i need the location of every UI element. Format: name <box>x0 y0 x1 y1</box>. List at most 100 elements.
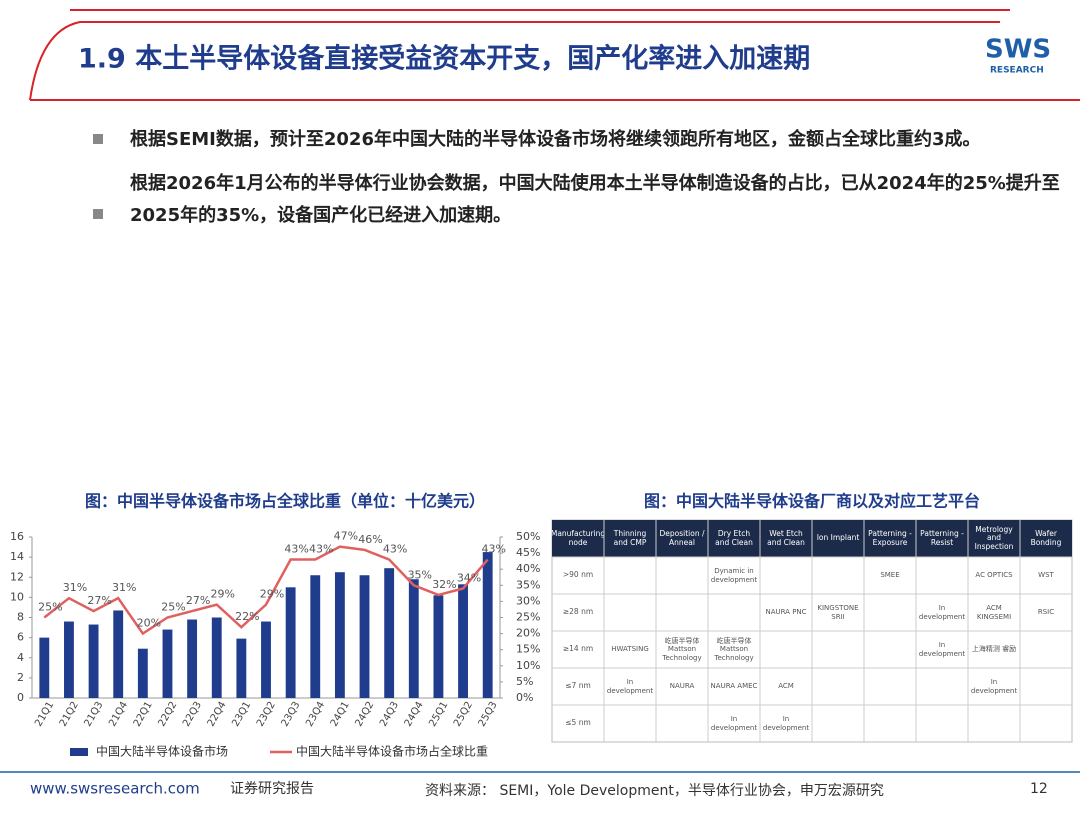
table-cell: In development <box>918 604 966 621</box>
logo: SWS <box>985 35 1051 65</box>
bar <box>187 619 198 698</box>
table-cell: SMEE <box>880 571 900 580</box>
cell-text: Ion Implant <box>816 533 860 543</box>
cell-text: KINGSTONE SRII <box>817 604 859 621</box>
table-cell: NAURA <box>669 682 695 691</box>
bar <box>310 575 321 698</box>
bullets: 根据SEMI数据，预计至2026年中国大陆的半导体设备市场将继续领跑所有地区，金… <box>130 129 1060 226</box>
cell-text: RSIC <box>1037 608 1055 617</box>
bar <box>39 637 50 698</box>
bullet: 根据2026年1月公布的半导体行业协会数据，中国大陆使用本土半导体制造设备的占比… <box>130 173 1060 226</box>
cell-text: ≥14 nm <box>562 644 594 654</box>
table-cell: In development <box>607 678 653 694</box>
logo-sub: RESEARCH <box>990 66 1044 76</box>
table-cell: ACM KINGSEMI <box>976 604 1012 621</box>
cell-text: NAURA <box>669 682 695 691</box>
table-cell: 上海精测 睿励 <box>971 645 1017 654</box>
cell-text: ACM KINGSEMI <box>976 604 1012 621</box>
table-cell: In development <box>918 641 966 658</box>
table-cell: Dry Etch and Clean <box>715 528 753 547</box>
cell-text: SMEE <box>880 571 900 580</box>
y2-tick-label: 15% <box>516 643 540 656</box>
y2-tick-label: 5% <box>516 675 533 688</box>
y-tick-label: 10 <box>10 590 24 603</box>
y2-tick-label: 25% <box>516 611 540 624</box>
cell-text: 屹唐半导体 Mattson Technology <box>662 637 702 662</box>
table-cell: Patterning - Resist <box>920 528 964 547</box>
table-cell: HWATSING <box>611 645 649 654</box>
table-cell: ACM <box>778 682 794 690</box>
cell-text: WST <box>1038 571 1054 580</box>
y2-tick-label: 50% <box>516 530 540 543</box>
footer-label: 证券研究报告 <box>230 781 314 797</box>
data-label: 31% <box>63 581 87 594</box>
data-label: 34% <box>457 572 481 585</box>
cell-text: Patterning - Resist <box>920 528 964 547</box>
cell-text: Patterning - Exposure <box>868 528 912 547</box>
y-tick-label: 2 <box>17 671 24 684</box>
table-cell: Wafer Bonding <box>1030 528 1062 547</box>
bullet: 根据SEMI数据，预计至2026年中国大陆的半导体设备市场将继续领跑所有地区，金… <box>130 129 981 150</box>
cell-text: Wet Etch and Clean <box>767 528 805 547</box>
table-cell: In development <box>710 715 758 732</box>
table-cell: WST <box>1038 571 1054 580</box>
bar <box>211 617 222 698</box>
bar <box>113 610 124 698</box>
bar <box>88 624 99 698</box>
y-tick-label: 8 <box>17 611 24 624</box>
bar <box>384 568 395 698</box>
data-label: 25% <box>161 601 185 614</box>
bar <box>137 648 148 698</box>
table-cell: Patterning - Exposure <box>868 528 912 547</box>
bar <box>482 552 493 698</box>
cell-text: Dry Etch and Clean <box>715 528 753 547</box>
cell-text: NAURA AMEC <box>710 682 758 691</box>
cell-text: In development <box>918 641 966 658</box>
data-label: 29% <box>211 588 235 601</box>
table-cell: In development <box>762 715 810 732</box>
y2-tick-label: 40% <box>516 562 540 575</box>
bar <box>261 621 271 698</box>
bar <box>236 638 247 698</box>
table-cell: Ion Implant <box>816 533 860 543</box>
cell-text: Metrology and Inspection <box>974 524 1014 551</box>
cell-text: ≥28 nm <box>562 607 594 617</box>
data-label: 47% <box>334 530 358 543</box>
data-label: 43% <box>383 543 407 556</box>
legend-swatch <box>70 748 88 756</box>
data-label: 32% <box>432 578 456 591</box>
cell-text: AC OPTICS <box>975 571 1013 580</box>
table-cell: Manufacturing node <box>552 528 604 547</box>
cell-text: 上海精测 睿励 <box>971 645 1017 654</box>
y-tick-label: 0 <box>17 691 24 704</box>
cell-text: In development <box>710 715 758 732</box>
footer-source: 资料来源： SEMI，Yole Development，半导体行业协会，申万宏源… <box>425 783 884 799</box>
page-number: 12 <box>1030 781 1048 797</box>
y-tick-label: 4 <box>17 651 24 664</box>
cell-text: Dynamic in development <box>710 567 758 584</box>
bar <box>408 579 419 698</box>
cell-text: HWATSING <box>611 645 649 654</box>
y-tick-label: 12 <box>10 570 24 583</box>
data-label: 27% <box>186 594 210 607</box>
cell-text: Wafer Bonding <box>1030 528 1062 547</box>
data-label: 46% <box>358 533 382 546</box>
legend-label: 中国大陆半导体设备市场占全球比重 <box>296 744 488 759</box>
bar <box>458 584 468 698</box>
header-curve <box>29 9 1010 101</box>
data-label: 22% <box>235 610 259 623</box>
cell-text: In development <box>918 604 966 621</box>
table-cell: ≥28 nm <box>562 607 594 617</box>
footer-site: www.swsresearch.com <box>30 780 200 798</box>
y-tick-label: 14 <box>10 550 24 563</box>
cell-text: Manufacturing node <box>552 528 604 547</box>
cell-text: >90 nm <box>562 570 594 580</box>
bar <box>433 595 444 698</box>
data-label: 43% <box>481 543 505 556</box>
table-title: 图：中国大陆半导体设备厂商以及对应工艺平台 <box>644 492 980 511</box>
cell-text: NAURA PNC <box>765 608 807 617</box>
cell-text: In development <box>762 715 810 732</box>
cell-text: ≤5 nm <box>565 718 591 728</box>
y2-tick-label: 10% <box>516 659 540 672</box>
